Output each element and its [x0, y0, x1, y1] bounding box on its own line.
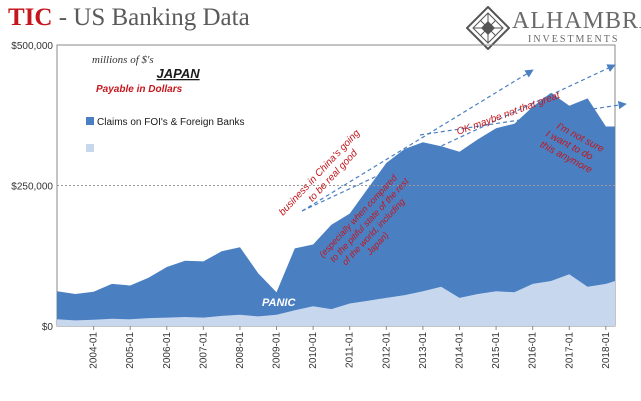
x-tick-label: 2006-01: [162, 332, 173, 369]
legend-label-all-other: All Other: [97, 144, 137, 155]
subtitle-claims: CLAIMS ON: [92, 69, 153, 81]
trend-arrow-mid: [301, 64, 616, 212]
trend-arrow-short: [301, 69, 534, 212]
x-tick-label: 2018-01: [601, 332, 612, 369]
x-tick-label: 2013-01: [418, 332, 429, 369]
legend-swatch-all-other: [86, 144, 94, 152]
logo-subtitle: INVESTMENTS: [528, 34, 620, 45]
page-title: TIC - US Banking Data: [8, 4, 250, 32]
x-tick-label: 2005-01: [125, 332, 136, 369]
title-prefix: TIC: [8, 4, 53, 31]
x-tick-label: 2008-01: [235, 332, 246, 369]
subtitle-payable: Payable in Dollars: [96, 84, 183, 95]
title-separator: -: [52, 4, 74, 31]
legend-label-claims: Claims on FOI's & Foreign Banks: [97, 117, 245, 128]
legend-swatch-claims: [86, 117, 94, 125]
logo-name: ALHAMBRA: [512, 8, 641, 34]
x-tick-label: 2016-01: [528, 332, 539, 369]
area-claims-on-foi: [57, 92, 615, 326]
y-tick-label: $0: [42, 322, 54, 333]
x-tick-label: 2004-01: [89, 332, 100, 369]
x-tick-label: 2014-01: [454, 332, 465, 369]
y-tick-label: $250,000: [11, 182, 53, 193]
x-tick-label: 2010-01: [308, 332, 319, 369]
y-tick-label: $500,000: [11, 41, 53, 52]
title-rest: US Banking Data: [73, 4, 250, 31]
annotation-panic: PANIC: [262, 297, 296, 309]
x-tick-label: 2011-01: [345, 332, 356, 368]
subtitle-claims-on: CLAIMS ON JAPAN: [92, 66, 200, 81]
x-tick-label: 2015-01: [491, 332, 502, 369]
x-tick-label: 2017-01: [564, 332, 575, 369]
diamond-logo-icon: [465, 5, 511, 51]
x-tick-label: 2007-01: [198, 332, 209, 369]
subtitle-japan: JAPAN: [157, 66, 201, 81]
x-tick-label: 2009-01: [272, 332, 283, 369]
area-all-other: [57, 274, 615, 326]
x-tick-label: 2012-01: [381, 332, 392, 369]
alhambra-logo: ALHAMBRA INVESTMENTS: [465, 5, 641, 51]
units-label: millions of $'s: [92, 54, 154, 66]
